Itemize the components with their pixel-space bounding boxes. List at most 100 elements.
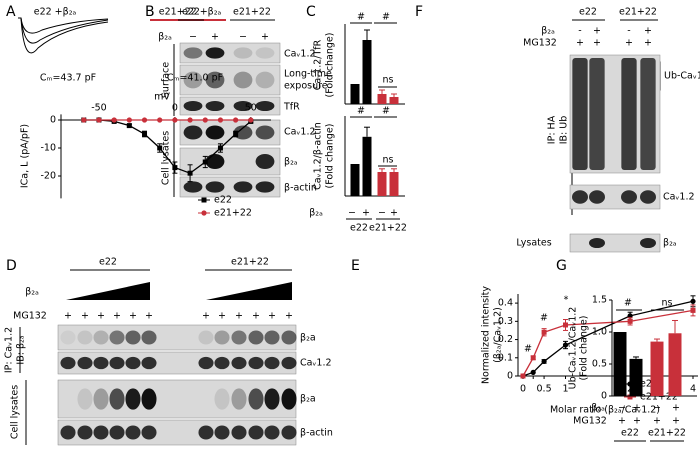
panel-label: − bbox=[189, 32, 197, 43]
blot-band bbox=[640, 237, 656, 249]
panel-label: TfR bbox=[283, 102, 300, 113]
marker bbox=[562, 342, 569, 348]
panel-label: e21+22 bbox=[619, 7, 657, 18]
bar bbox=[389, 97, 399, 104]
blot-band bbox=[214, 388, 230, 410]
panel-label: e21+22 bbox=[648, 428, 686, 439]
marker bbox=[172, 117, 178, 123]
bar bbox=[362, 136, 372, 196]
annotation: ns bbox=[383, 155, 394, 166]
annotation: # bbox=[540, 313, 548, 324]
blot-band bbox=[205, 125, 225, 140]
marker bbox=[233, 131, 239, 137]
current-trace bbox=[18, 17, 109, 34]
y-tick-label: 0 bbox=[601, 391, 607, 402]
y-axis-label: (Fold change) bbox=[325, 32, 336, 97]
blot-band bbox=[233, 71, 253, 89]
blot-band bbox=[281, 356, 297, 370]
panel-label: + bbox=[252, 311, 260, 322]
blot-band bbox=[183, 47, 203, 59]
panel-letter: C bbox=[306, 4, 316, 20]
panel-label: + bbox=[81, 311, 89, 322]
blot-band bbox=[93, 356, 109, 370]
annotation: # bbox=[357, 12, 365, 23]
blot-band bbox=[109, 388, 125, 410]
x-tick-label: 0 bbox=[520, 384, 526, 395]
marker bbox=[187, 117, 193, 123]
blot-band bbox=[125, 388, 141, 410]
panel-label: + bbox=[672, 403, 680, 414]
y-tick-label: -10 bbox=[40, 143, 56, 154]
marker bbox=[248, 117, 254, 123]
panel-label: e21+22 bbox=[231, 257, 269, 268]
blot-band bbox=[141, 425, 157, 440]
panel-label: β₂a bbox=[300, 394, 316, 405]
panel-label: + bbox=[64, 311, 72, 322]
blot-smear bbox=[621, 58, 637, 170]
blot-band bbox=[183, 100, 203, 112]
blot-band bbox=[125, 330, 141, 345]
blot-band bbox=[233, 181, 253, 193]
blot-band bbox=[77, 330, 93, 345]
panel-label: Long-time bbox=[284, 69, 332, 80]
y-tick-label: 0.5 bbox=[592, 359, 607, 370]
blot-band bbox=[141, 330, 157, 345]
marker bbox=[81, 117, 87, 123]
blot-band bbox=[205, 71, 225, 89]
blot-band bbox=[231, 425, 247, 440]
blot-smear bbox=[589, 58, 605, 170]
panel-label: + bbox=[268, 311, 276, 322]
y-tick-label: 0.3 bbox=[498, 316, 513, 327]
blot-strip bbox=[569, 233, 661, 253]
panel-letter: A bbox=[6, 4, 16, 20]
marker bbox=[690, 298, 696, 304]
x-tick-label: -50 bbox=[91, 103, 107, 114]
marker bbox=[126, 123, 132, 129]
marker bbox=[157, 117, 163, 123]
decor bbox=[18, 17, 684, 445]
annotation: * bbox=[564, 295, 569, 306]
panel-label: Cell lysates bbox=[161, 131, 172, 185]
blot-band bbox=[621, 190, 637, 204]
panel-label: MG132 bbox=[573, 416, 607, 427]
blot-strip bbox=[179, 176, 281, 198]
bar bbox=[629, 358, 643, 396]
blot-band bbox=[248, 356, 264, 370]
marker bbox=[627, 318, 633, 324]
blot-band bbox=[589, 237, 605, 249]
blot-band bbox=[205, 181, 225, 193]
annotation: # bbox=[382, 106, 390, 117]
panel-label: - bbox=[627, 26, 630, 37]
blot-band bbox=[255, 71, 275, 89]
y-tick-label: 0 bbox=[50, 115, 56, 126]
panel-letter: E bbox=[351, 258, 360, 274]
blot-band bbox=[264, 388, 280, 410]
y-tick-label: 0 bbox=[507, 371, 513, 382]
blot-band bbox=[233, 47, 253, 59]
annotation: # bbox=[524, 344, 532, 355]
y-axis-label: Normalized intensity bbox=[481, 286, 492, 384]
panel-label: + bbox=[211, 32, 219, 43]
blot-band bbox=[183, 181, 203, 193]
panel-label: + bbox=[644, 38, 652, 49]
panel-label: Lysates bbox=[516, 238, 551, 249]
panel-label: + bbox=[261, 32, 269, 43]
blot-band bbox=[93, 388, 109, 410]
panel-letter: B bbox=[145, 4, 155, 20]
y-axis-label: (β₂ₐ/Caᵥ1.2) bbox=[493, 307, 504, 363]
blot-band bbox=[109, 330, 125, 345]
blot-band bbox=[640, 190, 656, 204]
blot-band bbox=[214, 356, 230, 370]
panel-label: + bbox=[97, 311, 105, 322]
current-trace bbox=[18, 17, 109, 44]
blot-band bbox=[248, 330, 264, 345]
blot-band bbox=[60, 425, 76, 440]
marker bbox=[563, 322, 568, 328]
panel-label: IB: Ub bbox=[559, 116, 570, 145]
panel-label: - bbox=[578, 26, 581, 37]
panel-label: IB: β₂ₐ bbox=[16, 335, 27, 364]
blot-band bbox=[589, 190, 605, 204]
x-axis-label: mV bbox=[154, 92, 170, 103]
marker bbox=[187, 170, 193, 176]
blot-strip bbox=[179, 64, 281, 96]
